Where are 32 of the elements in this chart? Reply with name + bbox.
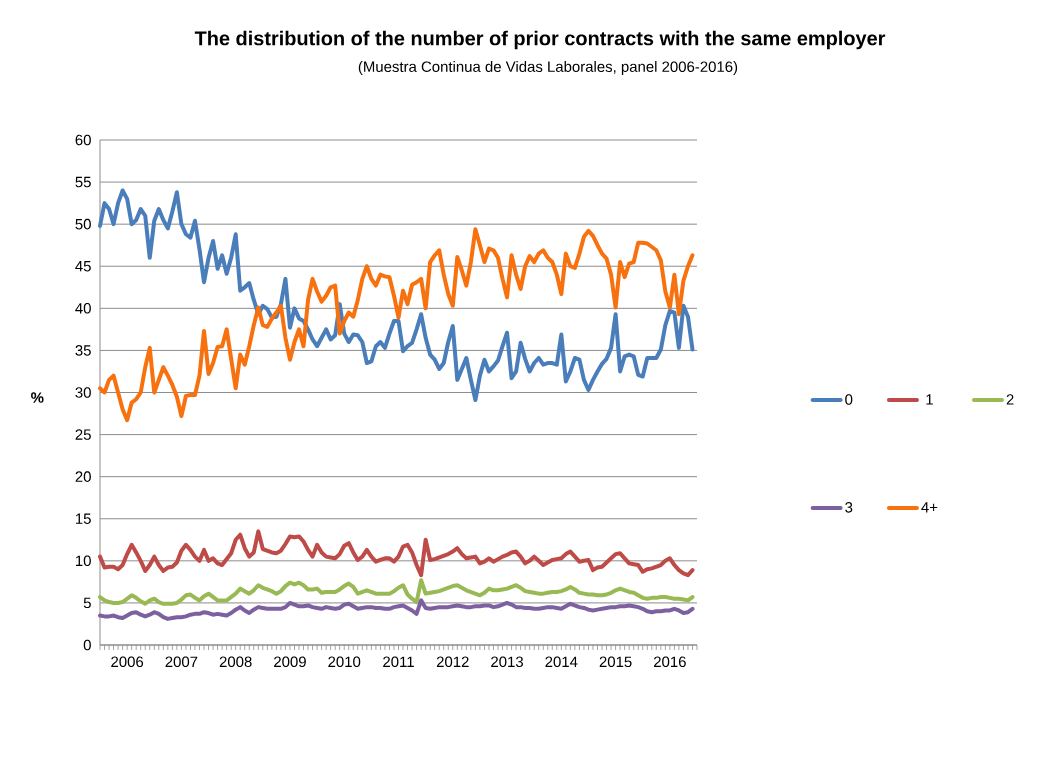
- y-tick-label: 60: [75, 134, 91, 146]
- y-tick-label: 10: [76, 555, 91, 567]
- chart-subtitle: (Muestra Continua de Vidas Laborales, panel 2006-2016): [358, 61, 738, 75]
- x-tick-label: 2012: [436, 656, 469, 668]
- x-tick-label: 2009: [274, 656, 306, 668]
- y-tick-label: 50: [75, 218, 91, 230]
- y-tick-label: 30: [75, 387, 91, 398]
- y-tick-label: 20: [75, 471, 91, 482]
- y-tick-label: 25: [75, 429, 91, 440]
- legend-label: 0: [845, 394, 853, 405]
- y-tick-label: 40: [75, 303, 91, 314]
- x-tick-label: 2014: [545, 656, 578, 668]
- y-tick-label: 0: [83, 639, 91, 651]
- legend-label: 1: [926, 394, 933, 405]
- y-tick-label: 15: [76, 513, 91, 524]
- chart-title: The distribution of the number of prior contracts with the same employer: [194, 30, 886, 50]
- y-tick-label: 45: [75, 261, 91, 272]
- x-tick-label: 2016: [654, 656, 686, 668]
- y-tick-label: 35: [75, 345, 91, 356]
- x-tick-label: 2007: [165, 656, 198, 668]
- x-tick-label: 2013: [491, 656, 524, 668]
- y-tick-label: 55: [75, 176, 91, 188]
- x-tick-label: 2015: [599, 656, 632, 668]
- y-axis-title: %: [31, 392, 44, 403]
- legend-label: 3: [845, 502, 853, 513]
- x-tick-label: 2011: [383, 656, 414, 668]
- x-tick-label: 2008: [219, 656, 252, 668]
- y-tick-label: 5: [83, 597, 91, 609]
- x-tick-label: 2010: [328, 656, 361, 668]
- legend-label: 4+: [921, 502, 938, 513]
- x-tick-label: 2006: [111, 656, 144, 668]
- legend-label: 2: [1006, 394, 1014, 405]
